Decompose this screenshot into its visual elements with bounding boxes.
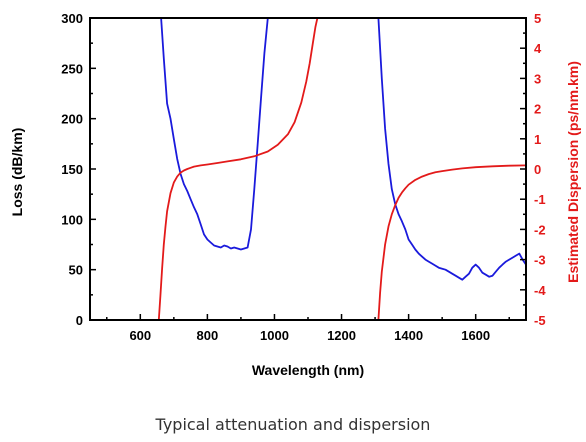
- y2-tick-label: -5: [534, 313, 546, 328]
- y-tick-label: 300: [61, 11, 83, 26]
- y2-tick-label: 3: [534, 71, 541, 86]
- x-tick-label: 600: [129, 328, 151, 343]
- x-tick-label: 1400: [394, 328, 423, 343]
- y-tick-label: 0: [76, 313, 83, 328]
- y2-tick-label: 2: [534, 102, 541, 117]
- loss-line-segment-2: [377, 18, 526, 281]
- y2-tick-label: 1: [534, 132, 541, 147]
- y2-tick-label: -1: [534, 192, 546, 207]
- y-tick-label: 150: [61, 162, 83, 177]
- y2-tick-label: -4: [534, 283, 546, 298]
- y-tick-label: 100: [61, 212, 83, 227]
- y-tick-label: 200: [61, 112, 83, 127]
- y-axis-title: Loss (dB/km): [9, 128, 25, 217]
- x-tick-label: 800: [197, 328, 219, 343]
- y2-tick-label: -3: [534, 253, 546, 268]
- x-tick-label: 1600: [461, 328, 490, 343]
- y-tick-label: 50: [69, 263, 83, 278]
- chart: 600 800 1000 1200 1400 1600050100150200250300…: [9, 11, 581, 378]
- figure-caption: Typical attenuation and dispersion: [155, 415, 431, 434]
- y2-tick-label: -2: [534, 222, 546, 237]
- loss-line-segment-1: [160, 18, 269, 251]
- y-tick-label: 250: [61, 61, 83, 76]
- x-tick-label: 1200: [327, 328, 356, 343]
- y2-axis-title: Estimated Dispersion (ps/nm.km): [565, 61, 581, 283]
- x-tick-label: 1000: [260, 328, 289, 343]
- dispersion-line-segment-1: [157, 18, 319, 320]
- y2-tick-label: 0: [534, 162, 541, 177]
- y2-tick-label: 4: [534, 41, 542, 56]
- y2-tick-label: 5: [534, 11, 541, 26]
- dispersion-line-segment-2: [377, 164, 526, 320]
- x-axis-title: Wavelength (nm): [252, 362, 364, 378]
